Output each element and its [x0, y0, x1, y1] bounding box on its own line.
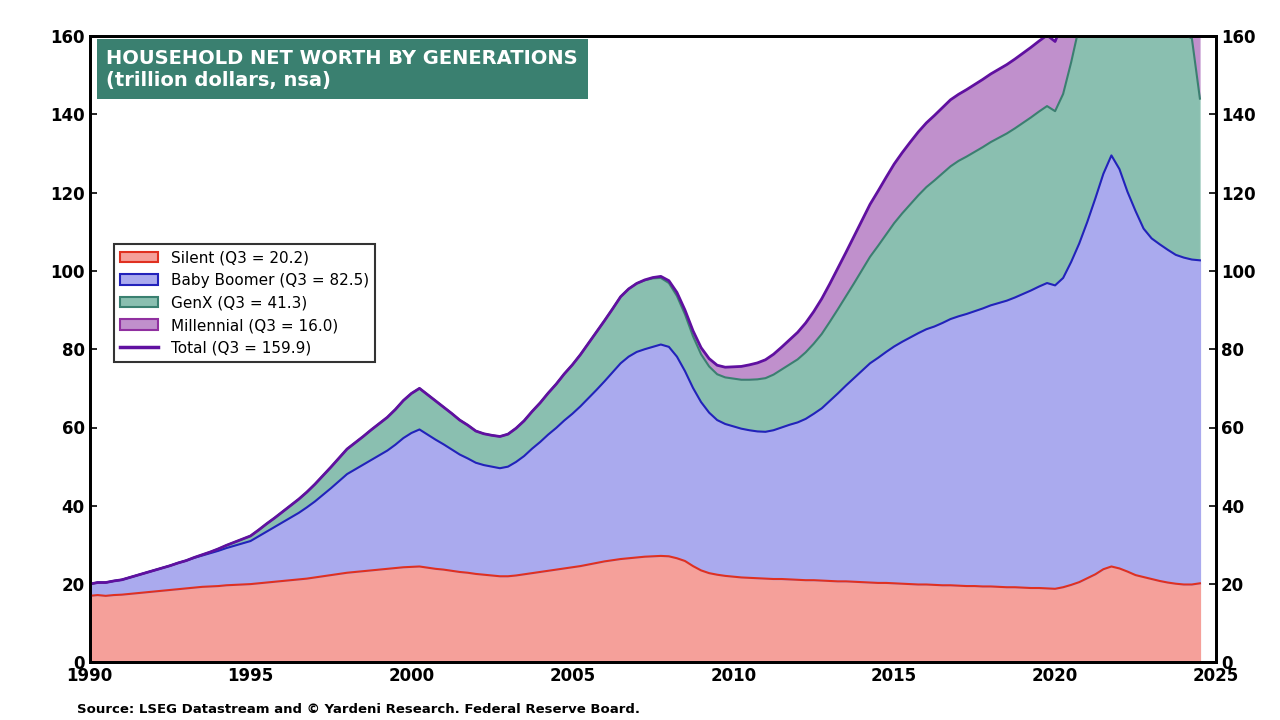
Legend: Silent (Q3 = 20.2), Baby Boomer (Q3 = 82.5), GenX (Q3 = 41.3), Millennial (Q3 = : Silent (Q3 = 20.2), Baby Boomer (Q3 = 82…	[114, 244, 375, 362]
Text: Source: LSEG Datastream and © Yardeni Research. Federal Reserve Board.: Source: LSEG Datastream and © Yardeni Re…	[77, 703, 640, 716]
Text: HOUSEHOLD NET WORTH BY GENERATIONS
(trillion dollars, nsa): HOUSEHOLD NET WORTH BY GENERATIONS (tril…	[106, 48, 579, 89]
